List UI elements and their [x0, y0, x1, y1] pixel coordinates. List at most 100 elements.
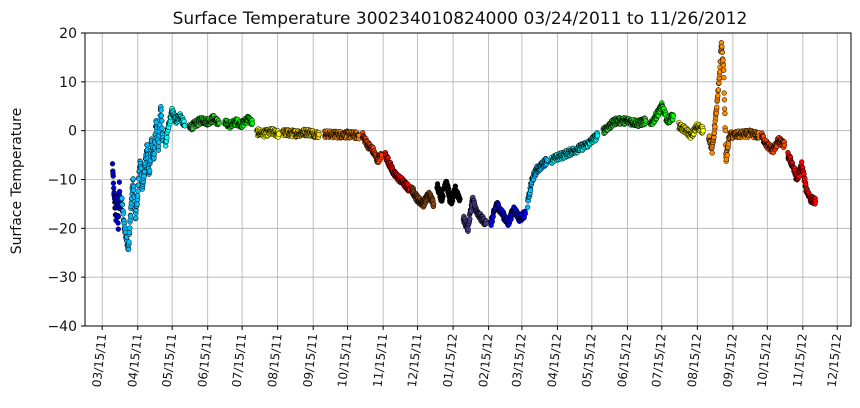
- data-point: [135, 188, 141, 194]
- data-point: [151, 151, 157, 157]
- data-point: [119, 195, 125, 201]
- x-tick-label: 03/15/11: [90, 333, 110, 388]
- data-point: [721, 74, 727, 81]
- series-18: [676, 119, 706, 141]
- data-point: [457, 196, 463, 202]
- data-point: [120, 211, 126, 217]
- data-point: [144, 142, 150, 148]
- data-series: [109, 39, 819, 253]
- series-13: [488, 199, 528, 228]
- series-12: [460, 194, 489, 234]
- data-point: [700, 128, 706, 134]
- series-7: [322, 128, 362, 142]
- x-tick-label: 09/15/12: [720, 333, 740, 388]
- series-2: [162, 105, 188, 149]
- x-tick-label: 10/15/12: [755, 333, 775, 388]
- x-tick-label: 12/15/12: [825, 333, 845, 388]
- y-tick-label: −30: [47, 270, 77, 286]
- data-point: [127, 213, 134, 219]
- y-tick-label: 0: [68, 124, 77, 140]
- data-point: [714, 104, 720, 110]
- data-point: [781, 142, 788, 148]
- data-point: [712, 124, 718, 130]
- data-point: [115, 226, 121, 232]
- data-point: [126, 239, 132, 245]
- series-17: [647, 100, 676, 127]
- y-tick-label: −10: [47, 173, 77, 189]
- data-point: [141, 169, 148, 175]
- x-tick-label: 08/15/12: [685, 333, 705, 388]
- data-point: [159, 125, 165, 131]
- y-axis-label: Surface Temperature: [9, 108, 25, 254]
- data-point: [721, 97, 728, 103]
- series-21: [785, 149, 819, 207]
- series-9: [382, 149, 413, 194]
- series-15: [549, 130, 601, 166]
- data-point: [524, 204, 531, 210]
- data-point: [119, 201, 126, 208]
- data-point: [158, 107, 164, 113]
- data-point: [135, 193, 141, 199]
- series-4: [222, 113, 256, 131]
- x-tick-label: 04/15/11: [125, 333, 145, 388]
- grid: [85, 32, 851, 327]
- data-point: [182, 123, 188, 129]
- data-point: [164, 134, 170, 141]
- series-14: [524, 155, 550, 210]
- data-point: [715, 93, 721, 99]
- data-point: [134, 201, 140, 207]
- data-point: [715, 87, 722, 93]
- data-point: [110, 173, 116, 179]
- x-tick-label: 02/15/12: [476, 333, 496, 388]
- x-tick-label: 08/15/11: [265, 333, 285, 388]
- data-point: [721, 106, 728, 112]
- data-point: [670, 113, 676, 119]
- data-point: [594, 132, 601, 139]
- data-point: [720, 57, 726, 63]
- x-tick-label: 04/15/12: [545, 333, 565, 388]
- series-1: [119, 104, 166, 253]
- data-point: [643, 118, 649, 124]
- data-point: [489, 219, 495, 225]
- data-point: [138, 165, 144, 171]
- data-point: [116, 188, 123, 195]
- data-point: [316, 131, 322, 138]
- data-point: [721, 67, 727, 73]
- data-point: [483, 220, 489, 227]
- data-point: [725, 141, 732, 147]
- data-point: [110, 180, 117, 186]
- data-point: [127, 225, 133, 231]
- data-point: [249, 120, 256, 126]
- x-tick-label: 01/15/12: [441, 333, 461, 388]
- x-tick-label: 07/15/12: [649, 333, 669, 388]
- data-point: [467, 216, 473, 222]
- series-3: [186, 113, 222, 133]
- data-point: [721, 90, 727, 96]
- series-16: [600, 114, 649, 136]
- x-tick-label: 06/15/11: [195, 333, 215, 388]
- series-5: [254, 126, 282, 140]
- data-point: [116, 179, 123, 185]
- x-tick-label: 10/15/11: [335, 333, 355, 388]
- series-6: [280, 126, 322, 140]
- chart-title: Surface Temperature 300234010824000 03/2…: [173, 9, 748, 29]
- data-point: [440, 193, 446, 200]
- data-point: [709, 150, 715, 156]
- x-tick-label: 09/15/11: [301, 333, 321, 388]
- data-point: [141, 173, 147, 179]
- x-tick-label: 05/15/11: [160, 333, 180, 388]
- series-8: [359, 130, 385, 166]
- y-tick-label: −20: [47, 221, 77, 237]
- data-point: [115, 214, 122, 220]
- x-tick-label: 12/15/11: [405, 333, 425, 388]
- data-point: [159, 118, 165, 124]
- data-point: [216, 120, 222, 126]
- x-tick-label: 03/15/12: [509, 333, 529, 388]
- axes: 20 10 0 −10 −20 −30 −40 03/15/11 04/15/11 05/15/1…: [47, 26, 844, 388]
- data-point: [796, 174, 802, 180]
- data-point: [799, 159, 805, 165]
- data-point: [115, 220, 121, 226]
- y-tick-label: −40: [47, 319, 77, 335]
- data-point: [276, 131, 282, 137]
- series-11: [434, 178, 463, 207]
